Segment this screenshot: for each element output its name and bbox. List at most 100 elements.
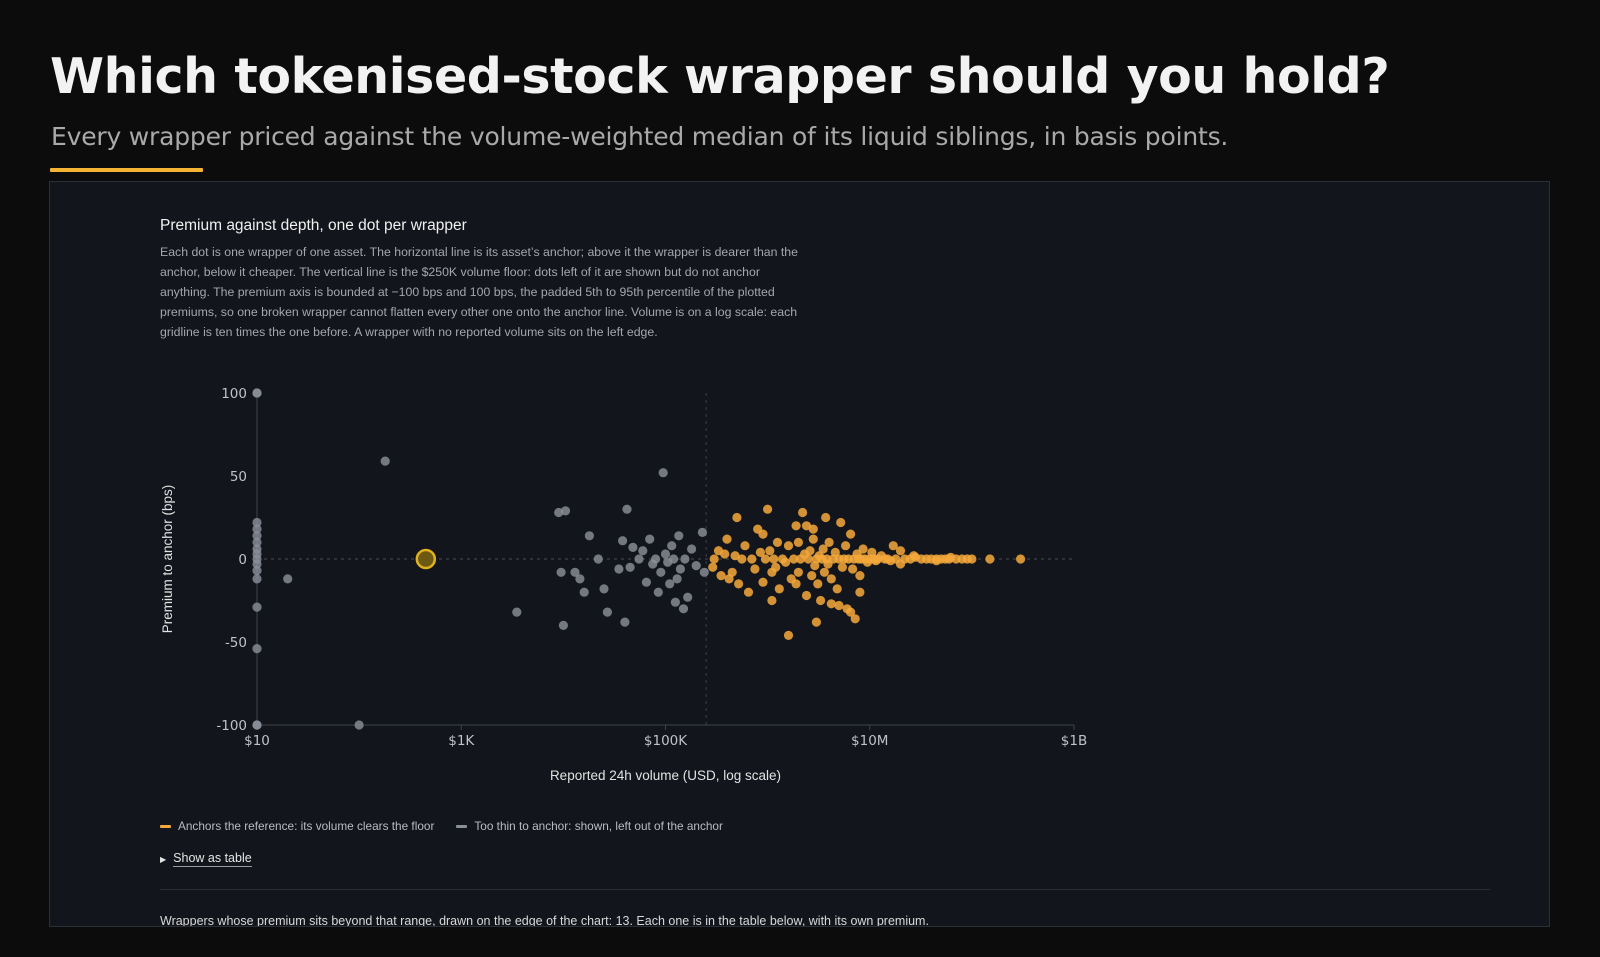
anchor-point[interactable] [769, 554, 779, 564]
thin-point[interactable] [691, 561, 701, 571]
anchor-point[interactable] [737, 554, 747, 564]
thin-point[interactable] [672, 574, 682, 584]
anchor-point[interactable] [807, 571, 817, 581]
anchor-point[interactable] [895, 559, 906, 569]
thin-point[interactable] [638, 546, 648, 556]
anchor-point[interactable] [811, 617, 822, 627]
anchor-point[interactable] [793, 537, 804, 547]
anchor-point[interactable] [798, 507, 808, 518]
thin-point[interactable] [651, 554, 661, 564]
anchor-point[interactable] [767, 595, 777, 606]
anchor-point[interactable] [772, 537, 783, 547]
anchor-point[interactable] [846, 607, 856, 617]
thin-point[interactable] [252, 559, 262, 569]
thin-point[interactable] [252, 517, 262, 528]
thin-point[interactable] [512, 607, 522, 617]
anchor-point[interactable] [740, 541, 750, 551]
anchor-point[interactable] [709, 554, 719, 564]
thin-point[interactable] [283, 574, 293, 584]
anchor-point[interactable] [931, 554, 942, 564]
anchor-point[interactable] [743, 587, 754, 597]
anchor-point[interactable] [730, 551, 740, 561]
anchor-point[interactable] [747, 554, 757, 564]
anchor-point[interactable] [801, 521, 812, 531]
thin-point[interactable] [622, 504, 632, 514]
thin-point[interactable] [252, 537, 262, 547]
anchor-point[interactable] [850, 614, 860, 624]
thin-point[interactable] [252, 644, 262, 654]
anchor-point[interactable] [708, 562, 718, 572]
anchor-point[interactable] [855, 587, 865, 597]
thin-point[interactable] [252, 720, 262, 730]
anchor-point[interactable] [808, 534, 818, 544]
anchor-point[interactable] [805, 546, 815, 556]
anchor-point[interactable] [763, 504, 773, 514]
thin-point[interactable] [660, 549, 671, 559]
highlighted-point[interactable] [415, 548, 437, 570]
anchor-point[interactable] [767, 567, 777, 577]
thin-point[interactable] [658, 468, 668, 478]
thin-point[interactable] [584, 531, 595, 541]
anchor-point[interactable] [803, 554, 813, 564]
thin-point[interactable] [575, 574, 585, 584]
anchor-point[interactable] [791, 579, 801, 589]
anchor-point[interactable] [716, 571, 726, 581]
anchor-point[interactable] [783, 541, 794, 551]
thin-point[interactable] [653, 587, 663, 597]
anchor-point[interactable] [895, 546, 906, 556]
anchor-point[interactable] [821, 512, 831, 523]
anchor-point[interactable] [819, 567, 830, 577]
thin-point[interactable] [570, 567, 580, 577]
thin-point[interactable] [625, 562, 635, 572]
thin-point[interactable] [252, 531, 262, 541]
anchor-point[interactable] [832, 584, 842, 594]
anchor-point[interactable] [985, 554, 995, 564]
anchor-point[interactable] [793, 567, 804, 577]
anchor-point[interactable] [722, 534, 732, 544]
thin-point[interactable] [380, 456, 390, 466]
anchor-point[interactable] [837, 562, 848, 572]
anchor-point[interactable] [1016, 554, 1026, 564]
anchor-point[interactable] [808, 524, 818, 534]
thin-point[interactable] [674, 531, 684, 541]
anchor-point[interactable] [818, 544, 828, 554]
thin-point[interactable] [628, 542, 638, 552]
thin-point[interactable] [669, 554, 679, 564]
anchor-point[interactable] [734, 579, 744, 589]
anchor-point[interactable] [855, 571, 865, 581]
thin-point[interactable] [252, 566, 262, 576]
thin-point[interactable] [634, 554, 644, 564]
anchor-point[interactable] [909, 551, 919, 561]
thin-point[interactable] [558, 620, 568, 630]
anchor-point[interactable] [801, 590, 812, 601]
anchor-point[interactable] [826, 574, 836, 584]
anchor-point[interactable] [720, 549, 730, 559]
anchor-point[interactable] [774, 584, 784, 594]
anchor-point[interactable] [750, 564, 760, 574]
anchor-point[interactable] [783, 630, 794, 640]
thin-point[interactable] [680, 554, 690, 564]
thin-point[interactable] [556, 567, 566, 577]
anchor-point[interactable] [758, 577, 768, 587]
anchor-point[interactable] [760, 554, 771, 564]
anchor-point[interactable] [967, 554, 977, 564]
anchor-point[interactable] [846, 529, 856, 539]
show-table-label[interactable]: Show as table [173, 851, 252, 867]
thin-point[interactable] [667, 541, 677, 551]
thin-point[interactable] [579, 587, 589, 597]
anchor-point[interactable] [888, 541, 898, 551]
show-table-toggle[interactable]: ▶ Show as table [160, 851, 252, 867]
anchor-point[interactable] [816, 595, 826, 606]
anchor-point[interactable] [755, 547, 766, 557]
thin-point[interactable] [560, 506, 571, 516]
anchor-point[interactable] [858, 544, 868, 554]
thin-point[interactable] [599, 584, 609, 594]
thin-point[interactable] [675, 564, 686, 574]
thin-point[interactable] [618, 536, 628, 546]
anchor-point[interactable] [789, 554, 799, 564]
anchor-point[interactable] [758, 529, 768, 539]
thin-point[interactable] [641, 577, 652, 587]
anchor-point[interactable] [826, 599, 836, 609]
anchor-point[interactable] [813, 579, 823, 589]
thin-point[interactable] [687, 544, 697, 554]
